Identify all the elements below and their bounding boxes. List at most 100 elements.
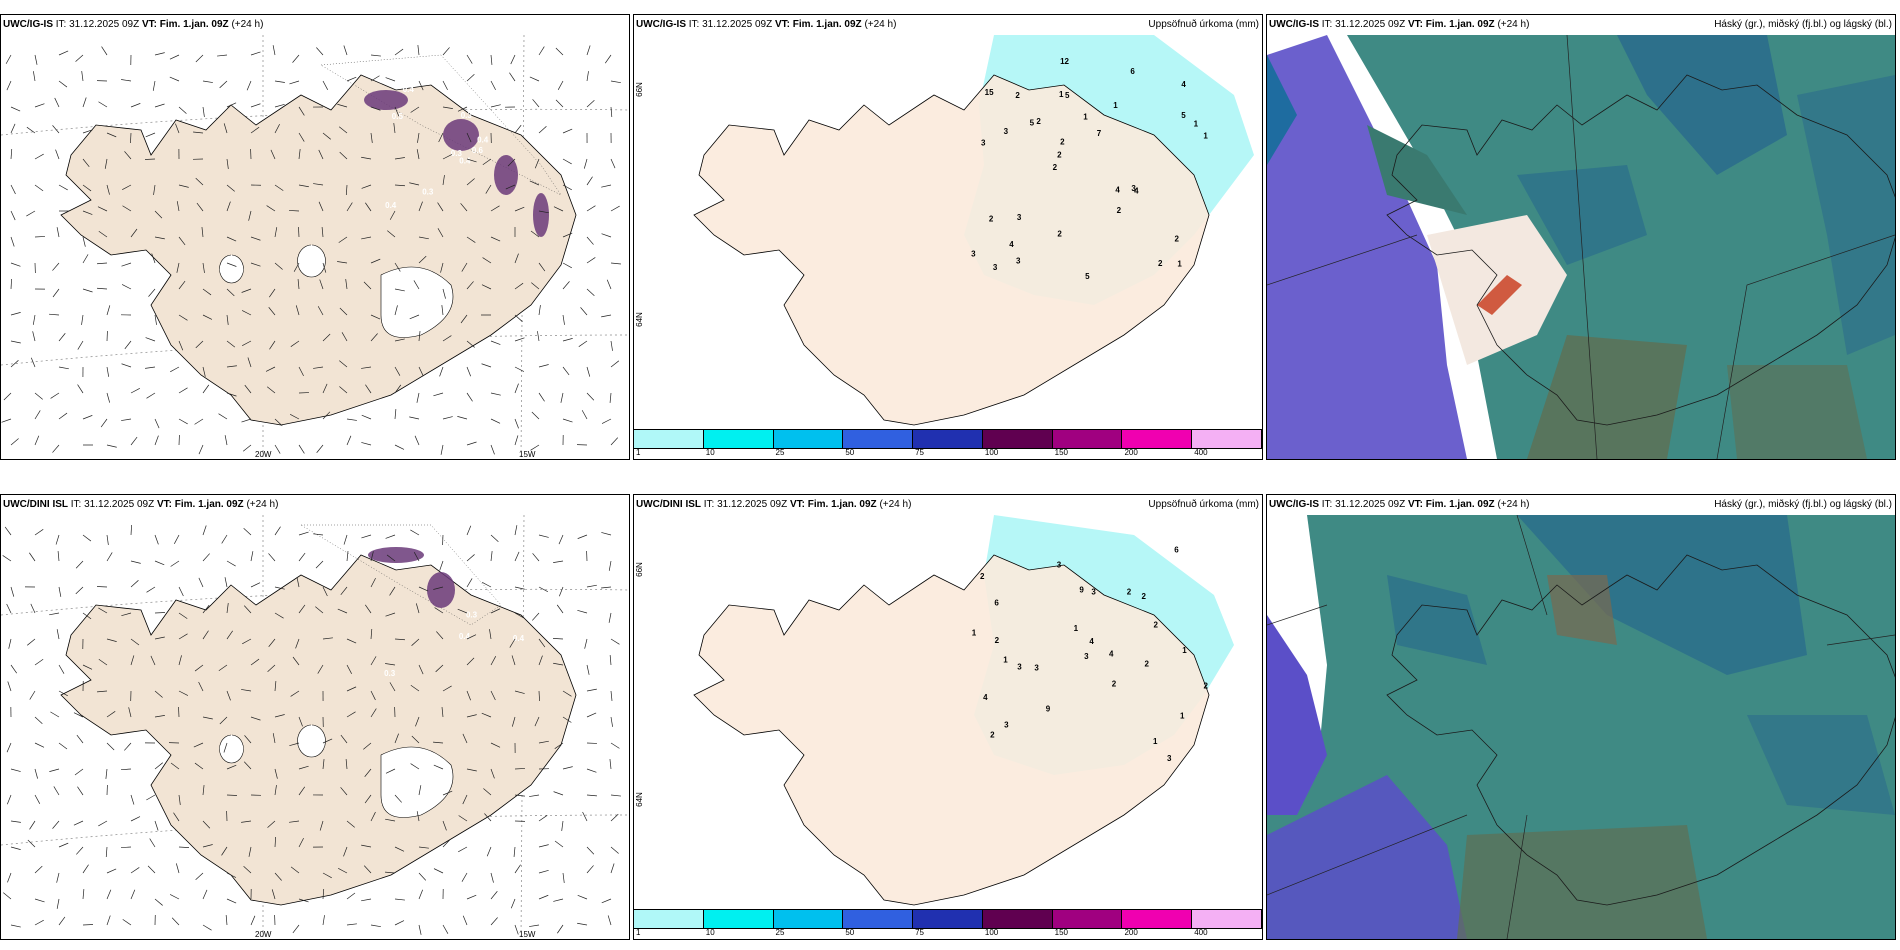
wind-barb: [439, 366, 444, 377]
wind-barb: [106, 711, 116, 718]
wind-barb: [586, 205, 596, 212]
wind-barb: [298, 184, 309, 188]
wind-barb: [457, 416, 468, 420]
wind-barb: [194, 418, 204, 425]
wind-barb: [436, 631, 444, 640]
wind-barb: [82, 158, 90, 168]
wind-barb: [394, 262, 401, 272]
wind-barb: [218, 413, 228, 420]
wind-barb: [538, 46, 545, 56]
wind-barb: [586, 712, 597, 718]
wind-barb: [578, 340, 588, 347]
wind-barb: [226, 340, 236, 348]
wind-barb: [389, 210, 396, 220]
wind-barb: [370, 629, 373, 640]
wind-barb: [365, 202, 372, 212]
precip-value: 3: [971, 250, 976, 259]
wind-barb: [82, 97, 87, 108]
wind-barb: [52, 820, 60, 829]
wind-barb: [145, 337, 156, 342]
legend-label: 400: [1194, 928, 1208, 937]
wind-barb: [121, 418, 132, 421]
wind-barb: [243, 527, 252, 536]
wind-barb: [509, 638, 516, 648]
wind-barb: [266, 386, 276, 394]
wind-barb: [176, 262, 180, 273]
wind-barb: [466, 281, 474, 290]
precip-value: 2: [1158, 259, 1163, 268]
wind-barb: [437, 202, 444, 212]
wind-barb: [586, 366, 591, 377]
legend-label: 75: [915, 928, 925, 937]
precip-value: 2: [1145, 659, 1150, 668]
wind-barb: [363, 281, 372, 290]
wind-barb: [106, 392, 111, 403]
wind-barb: [601, 586, 612, 589]
wind-barb: [32, 314, 36, 325]
wind-barb: [441, 707, 444, 718]
legend-swatch: [1122, 430, 1193, 448]
wind-barb: [433, 764, 444, 770]
wind-barb: [466, 578, 473, 588]
wind-barb: [106, 366, 110, 377]
wind-barb: [268, 638, 276, 647]
wind-barb: [266, 205, 276, 212]
wind-barb: [322, 132, 331, 140]
wind-barb: [361, 366, 372, 369]
wind-barb: [418, 236, 429, 240]
wind-barb: [292, 656, 300, 666]
legend-swatch: [843, 430, 914, 448]
wind-barb: [10, 123, 16, 134]
legend-swatch: [982, 910, 1053, 928]
wind-barb: [322, 872, 332, 879]
precip-value: 15: [985, 88, 994, 97]
wind-barb: [490, 656, 497, 666]
wind-barb: [274, 768, 278, 779]
wind-barb: [178, 236, 186, 246]
wind-barb: [466, 178, 475, 186]
wind-map: 0.40.50.30.40.40.30.20.30.50.60.4: [1, 35, 629, 459]
wind-barb: [586, 100, 595, 108]
wind-barb: [195, 177, 204, 186]
wind-barb: [250, 262, 261, 267]
wind-barb: [562, 281, 570, 290]
wind-barb: [538, 534, 549, 538]
wind-barb: [490, 444, 495, 455]
wind-barb: [529, 924, 540, 927]
wind-barb: [346, 202, 353, 212]
wind-barb: [386, 554, 396, 562]
wind-barb: [202, 314, 213, 320]
wind-barb: [606, 279, 612, 290]
wind-barb: [340, 787, 348, 796]
wind-barb: [30, 603, 36, 614]
wind-barb: [34, 794, 41, 804]
wind-barb: [438, 132, 444, 143]
wind-barb: [466, 340, 475, 348]
wind-barb: [178, 280, 186, 290]
wind-barb: [10, 438, 19, 446]
wind-barb: [610, 690, 613, 701]
wind-barb: [154, 52, 165, 56]
wind-barb: [6, 742, 12, 753]
wind-barb: [49, 313, 60, 316]
wind-barb: [178, 106, 187, 114]
wind-barb: [532, 553, 540, 562]
wind-barb: [338, 126, 348, 134]
wind-barb: [322, 333, 331, 342]
wind-barb: [55, 149, 60, 160]
wind-barb: [130, 132, 132, 144]
wind-barb: [122, 184, 132, 191]
wind-barb: [441, 305, 444, 316]
wind-barb: [82, 288, 93, 293]
precip-value: 2: [1174, 234, 1179, 243]
wind-barb: [298, 898, 309, 903]
wind-barb: [226, 236, 237, 242]
wind-barb: [562, 766, 573, 770]
wind-barb: [538, 586, 549, 592]
wind-overlay-value: 0.4: [459, 157, 471, 166]
wind-barb: [555, 99, 564, 108]
wind-barb: [178, 314, 188, 321]
wind-barb: [317, 664, 324, 674]
wind-barb: [242, 638, 252, 645]
wind-overlay-value: 0.5: [392, 112, 404, 121]
